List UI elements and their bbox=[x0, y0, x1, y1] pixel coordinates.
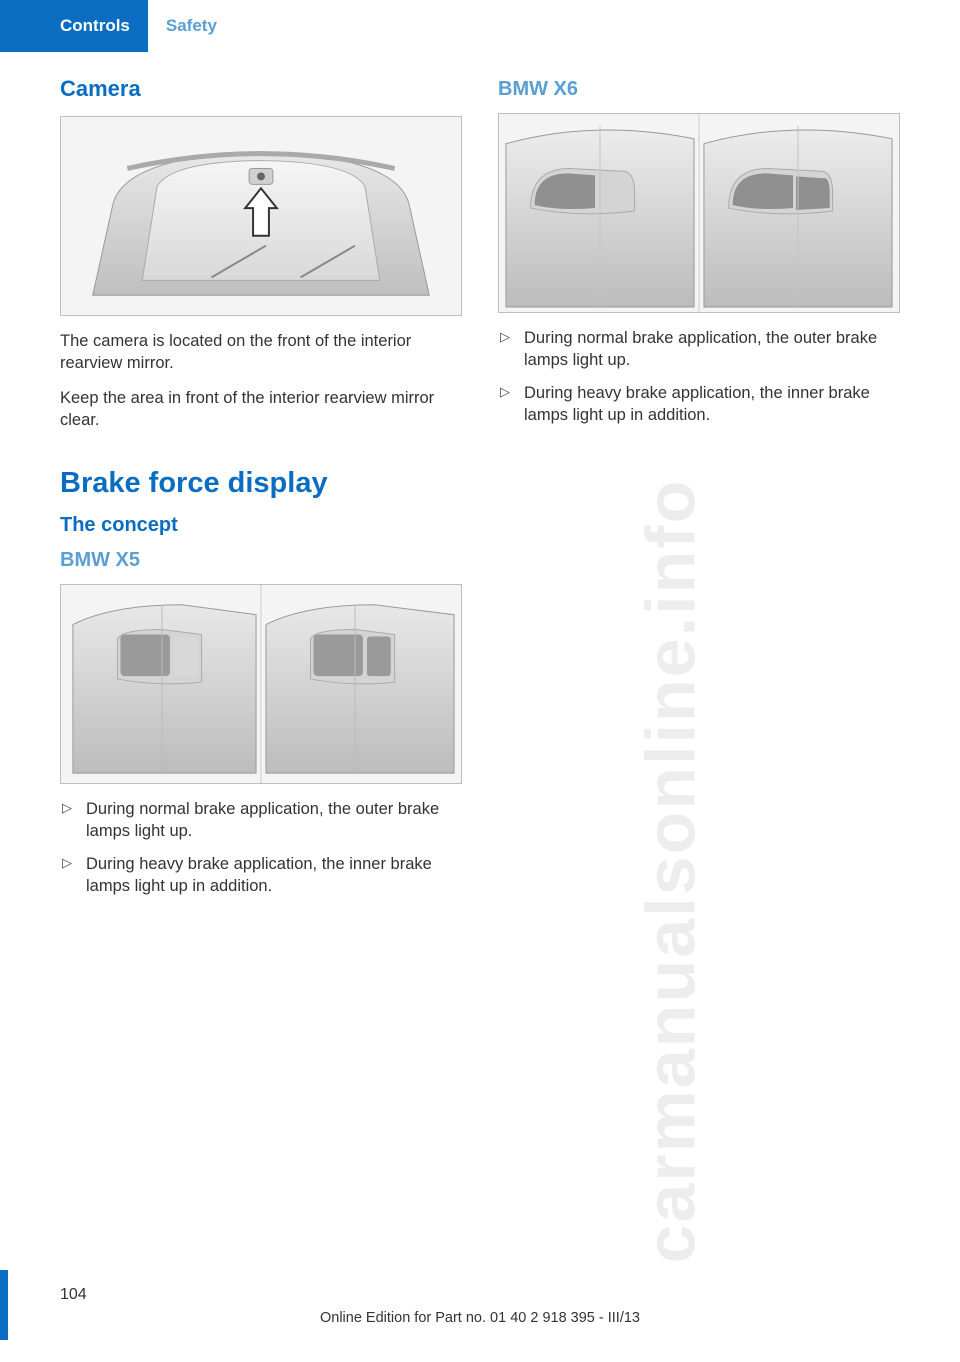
camera-para1: The camera is located on the front of th… bbox=[60, 330, 462, 375]
left-column: Camera bbox=[60, 76, 462, 907]
header-tab2-label: Safety bbox=[166, 16, 217, 35]
camera-heading: Camera bbox=[60, 76, 462, 102]
header-tab-safety: Safety bbox=[148, 16, 235, 36]
x6-figure: MV11458CMA bbox=[498, 113, 900, 313]
manual-page: carmanualsonline.info Controls Safety Ca… bbox=[0, 0, 960, 1362]
x5-heading: BMW X5 bbox=[60, 549, 462, 572]
x6-illustration bbox=[499, 114, 899, 312]
header-tab1-label: Controls bbox=[60, 16, 130, 36]
footer-edition-line: Online Edition for Part no. 01 40 2 918 … bbox=[60, 1310, 900, 1326]
list-item: During heavy brake application, the inne… bbox=[60, 853, 462, 898]
list-item: During normal brake application, the out… bbox=[498, 327, 900, 372]
right-column: BMW X6 bbox=[498, 76, 900, 907]
x5-figure: MV10102CMA bbox=[60, 584, 462, 784]
camera-para2: Keep the area in front of the interior r… bbox=[60, 387, 462, 432]
concept-heading: The concept bbox=[60, 514, 462, 537]
x6-bullet-list: During normal brake application, the out… bbox=[498, 327, 900, 426]
content-columns: Camera bbox=[0, 52, 960, 907]
page-number: 104 bbox=[60, 1286, 900, 1304]
x6-heading: BMW X6 bbox=[498, 78, 900, 101]
camera-illustration bbox=[61, 117, 461, 315]
x5-illustration bbox=[61, 585, 461, 783]
list-item: During heavy brake application, the inne… bbox=[498, 382, 900, 427]
page-header: Controls Safety bbox=[0, 0, 960, 52]
camera-figure: MV10120CMA bbox=[60, 116, 462, 316]
list-item: During normal brake application, the out… bbox=[60, 798, 462, 843]
x5-bullet-list: During normal brake application, the out… bbox=[60, 798, 462, 897]
header-tab-controls: Controls bbox=[0, 0, 148, 52]
page-footer: 104 Online Edition for Part no. 01 40 2 … bbox=[0, 1286, 960, 1326]
brake-force-heading: Brake force display bbox=[60, 467, 462, 500]
